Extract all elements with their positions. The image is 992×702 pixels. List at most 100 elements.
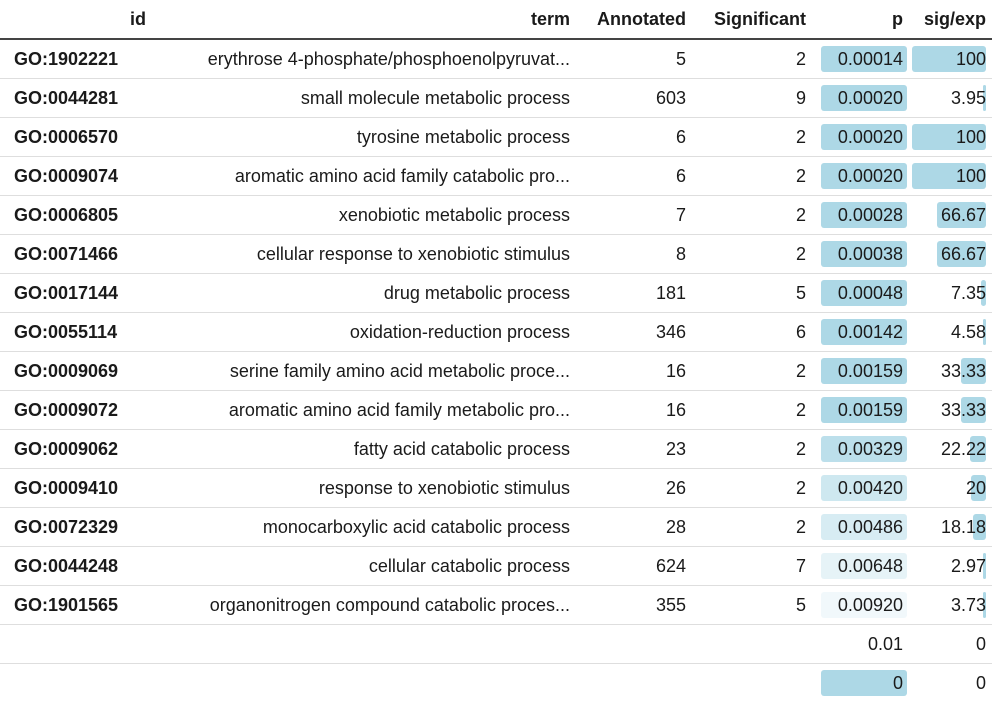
table-row: GO:1902221 erythrose 4-phosphate/phosphoe…	[0, 38, 992, 79]
term-cell: monocarboxylic acid catabolic process	[152, 507, 576, 547]
significant-cell: 2	[692, 507, 812, 547]
table-row: GO:0009072 aromatic amino acid family met…	[0, 390, 992, 430]
header-id[interactable]: id	[0, 0, 152, 40]
sig-exp-bar	[937, 202, 986, 228]
p-value-cell: 0.00420	[812, 468, 909, 508]
term-cell: cellular catabolic process	[152, 546, 576, 586]
sig-exp-bar	[937, 241, 986, 267]
p-value-label: 0.00038	[837, 243, 903, 264]
significant-cell: 2	[692, 351, 812, 391]
sig-exp-bar	[983, 319, 986, 345]
sig-exp-bar	[983, 592, 986, 618]
header-sig-exp[interactable]: sig/exp	[909, 0, 992, 40]
annotated-cell: 624	[576, 546, 692, 586]
sig-exp-bar	[983, 553, 986, 579]
go-id-cell: GO:0044248	[0, 546, 152, 586]
p-value-bar	[821, 553, 907, 579]
sig-exp-bar	[961, 358, 986, 384]
significant-cell: 2	[692, 195, 812, 235]
sig-exp-cell: 100	[909, 38, 992, 79]
annotated-cell: 28	[576, 507, 692, 547]
p-value-cell: 0.00648	[812, 546, 909, 586]
p-value-cell: 0.00486	[812, 507, 909, 547]
sig-exp-label: 2.97	[950, 555, 986, 576]
go-id-cell: GO:0071466	[0, 234, 152, 274]
annotated-cell: 603	[576, 78, 692, 118]
table-row: GO:0071466 cellular response to xenobioti…	[0, 234, 992, 274]
term-cell: xenobiotic metabolic process	[152, 195, 576, 235]
table-row: GO:0072329 monocarboxylic acid catabolic …	[0, 507, 992, 547]
sig-exp-cell: 2.97	[909, 546, 992, 586]
sig-exp-label: 20	[965, 477, 986, 498]
significant-cell: 5	[692, 273, 812, 313]
term-cell: erythrose 4-phosphate/phosphoenolpyruvat…	[152, 38, 576, 79]
term-cell: aromatic amino acid family metabolic pro…	[152, 390, 576, 430]
table-row: GO:0017144 drug metabolic process 181 5 0.00…	[0, 273, 992, 313]
sig-exp-bar	[983, 85, 986, 111]
go-id-cell	[0, 663, 152, 702]
annotated-cell: 355	[576, 585, 692, 625]
sig-exp-label: 3.95	[950, 87, 986, 108]
p-value-label: 0.00486	[837, 516, 903, 537]
term-cell: tyrosine metabolic process	[152, 117, 576, 157]
p-value-cell: 0	[812, 663, 909, 702]
header-term[interactable]: term	[152, 0, 576, 40]
p-value-cell: 0.00142	[812, 312, 909, 352]
go-id-cell: GO:0009072	[0, 390, 152, 430]
p-value-label: 0.01	[867, 633, 903, 654]
header-p[interactable]: p	[812, 0, 909, 40]
annotated-cell	[576, 663, 692, 702]
p-value-bar	[821, 436, 907, 462]
p-value-cell: 0.00920	[812, 585, 909, 625]
p-value-label: 0.00159	[837, 360, 903, 381]
sig-exp-label: 0	[975, 633, 986, 654]
p-value-bar	[821, 124, 907, 150]
header-row: id term Annotated Significant p sig/exp	[0, 0, 992, 40]
sig-exp-cell: 66.67	[909, 234, 992, 274]
p-value-bar	[821, 670, 907, 696]
sig-exp-cell: 18.18	[909, 507, 992, 547]
p-value-bar	[821, 592, 907, 618]
table-row: GO:0044248 cellular catabolic process 624 7…	[0, 546, 992, 586]
sig-exp-label: 66.67	[940, 243, 986, 264]
sig-exp-label: 0	[975, 672, 986, 693]
sig-exp-label: 100	[955, 126, 986, 147]
p-value-bar	[821, 46, 907, 72]
go-id-cell: GO:0017144	[0, 273, 152, 313]
go-id-cell: GO:0009062	[0, 429, 152, 469]
go-id-cell: GO:1902221	[0, 38, 152, 79]
table-row: GO:0006570 tyrosine metabolic process 6 2 0.…	[0, 117, 992, 157]
p-value-cell: 0.00159	[812, 351, 909, 391]
p-value-bar	[821, 85, 907, 111]
term-cell: aromatic amino acid family catabolic pro…	[152, 156, 576, 196]
header-annotated[interactable]: Annotated	[576, 0, 692, 40]
sig-exp-cell: 22.22	[909, 429, 992, 469]
sig-exp-cell: 20	[909, 468, 992, 508]
annotated-cell: 6	[576, 156, 692, 196]
term-cell: organonitrogen compound catabolic proces…	[152, 585, 576, 625]
annotated-cell: 16	[576, 351, 692, 391]
sig-exp-bar	[971, 475, 986, 501]
p-value-bar	[821, 397, 907, 423]
p-value-label: 0.00014	[837, 48, 903, 69]
p-value-bar	[821, 163, 907, 189]
sig-exp-cell: 3.95	[909, 78, 992, 118]
annotated-cell	[576, 624, 692, 664]
p-value-bar	[821, 514, 907, 540]
sig-exp-cell: 100	[909, 117, 992, 157]
annotated-cell: 16	[576, 390, 692, 430]
p-value-bar	[821, 475, 907, 501]
p-value-cell: 0.00038	[812, 234, 909, 274]
p-value-label: 0.00020	[837, 165, 903, 186]
table-row: GO:0055114 oxidation-reduction process 346…	[0, 312, 992, 352]
sig-exp-bar	[973, 514, 986, 540]
significant-cell: 9	[692, 78, 812, 118]
sig-exp-cell: 4.58	[909, 312, 992, 352]
header-significant[interactable]: Significant	[692, 0, 812, 40]
sig-exp-bar	[981, 280, 986, 306]
go-id-cell: GO:1901565	[0, 585, 152, 625]
sig-exp-bar	[912, 46, 986, 72]
p-value-label: 0.00159	[837, 399, 903, 420]
term-cell: cellular response to xenobiotic stimulus	[152, 234, 576, 274]
